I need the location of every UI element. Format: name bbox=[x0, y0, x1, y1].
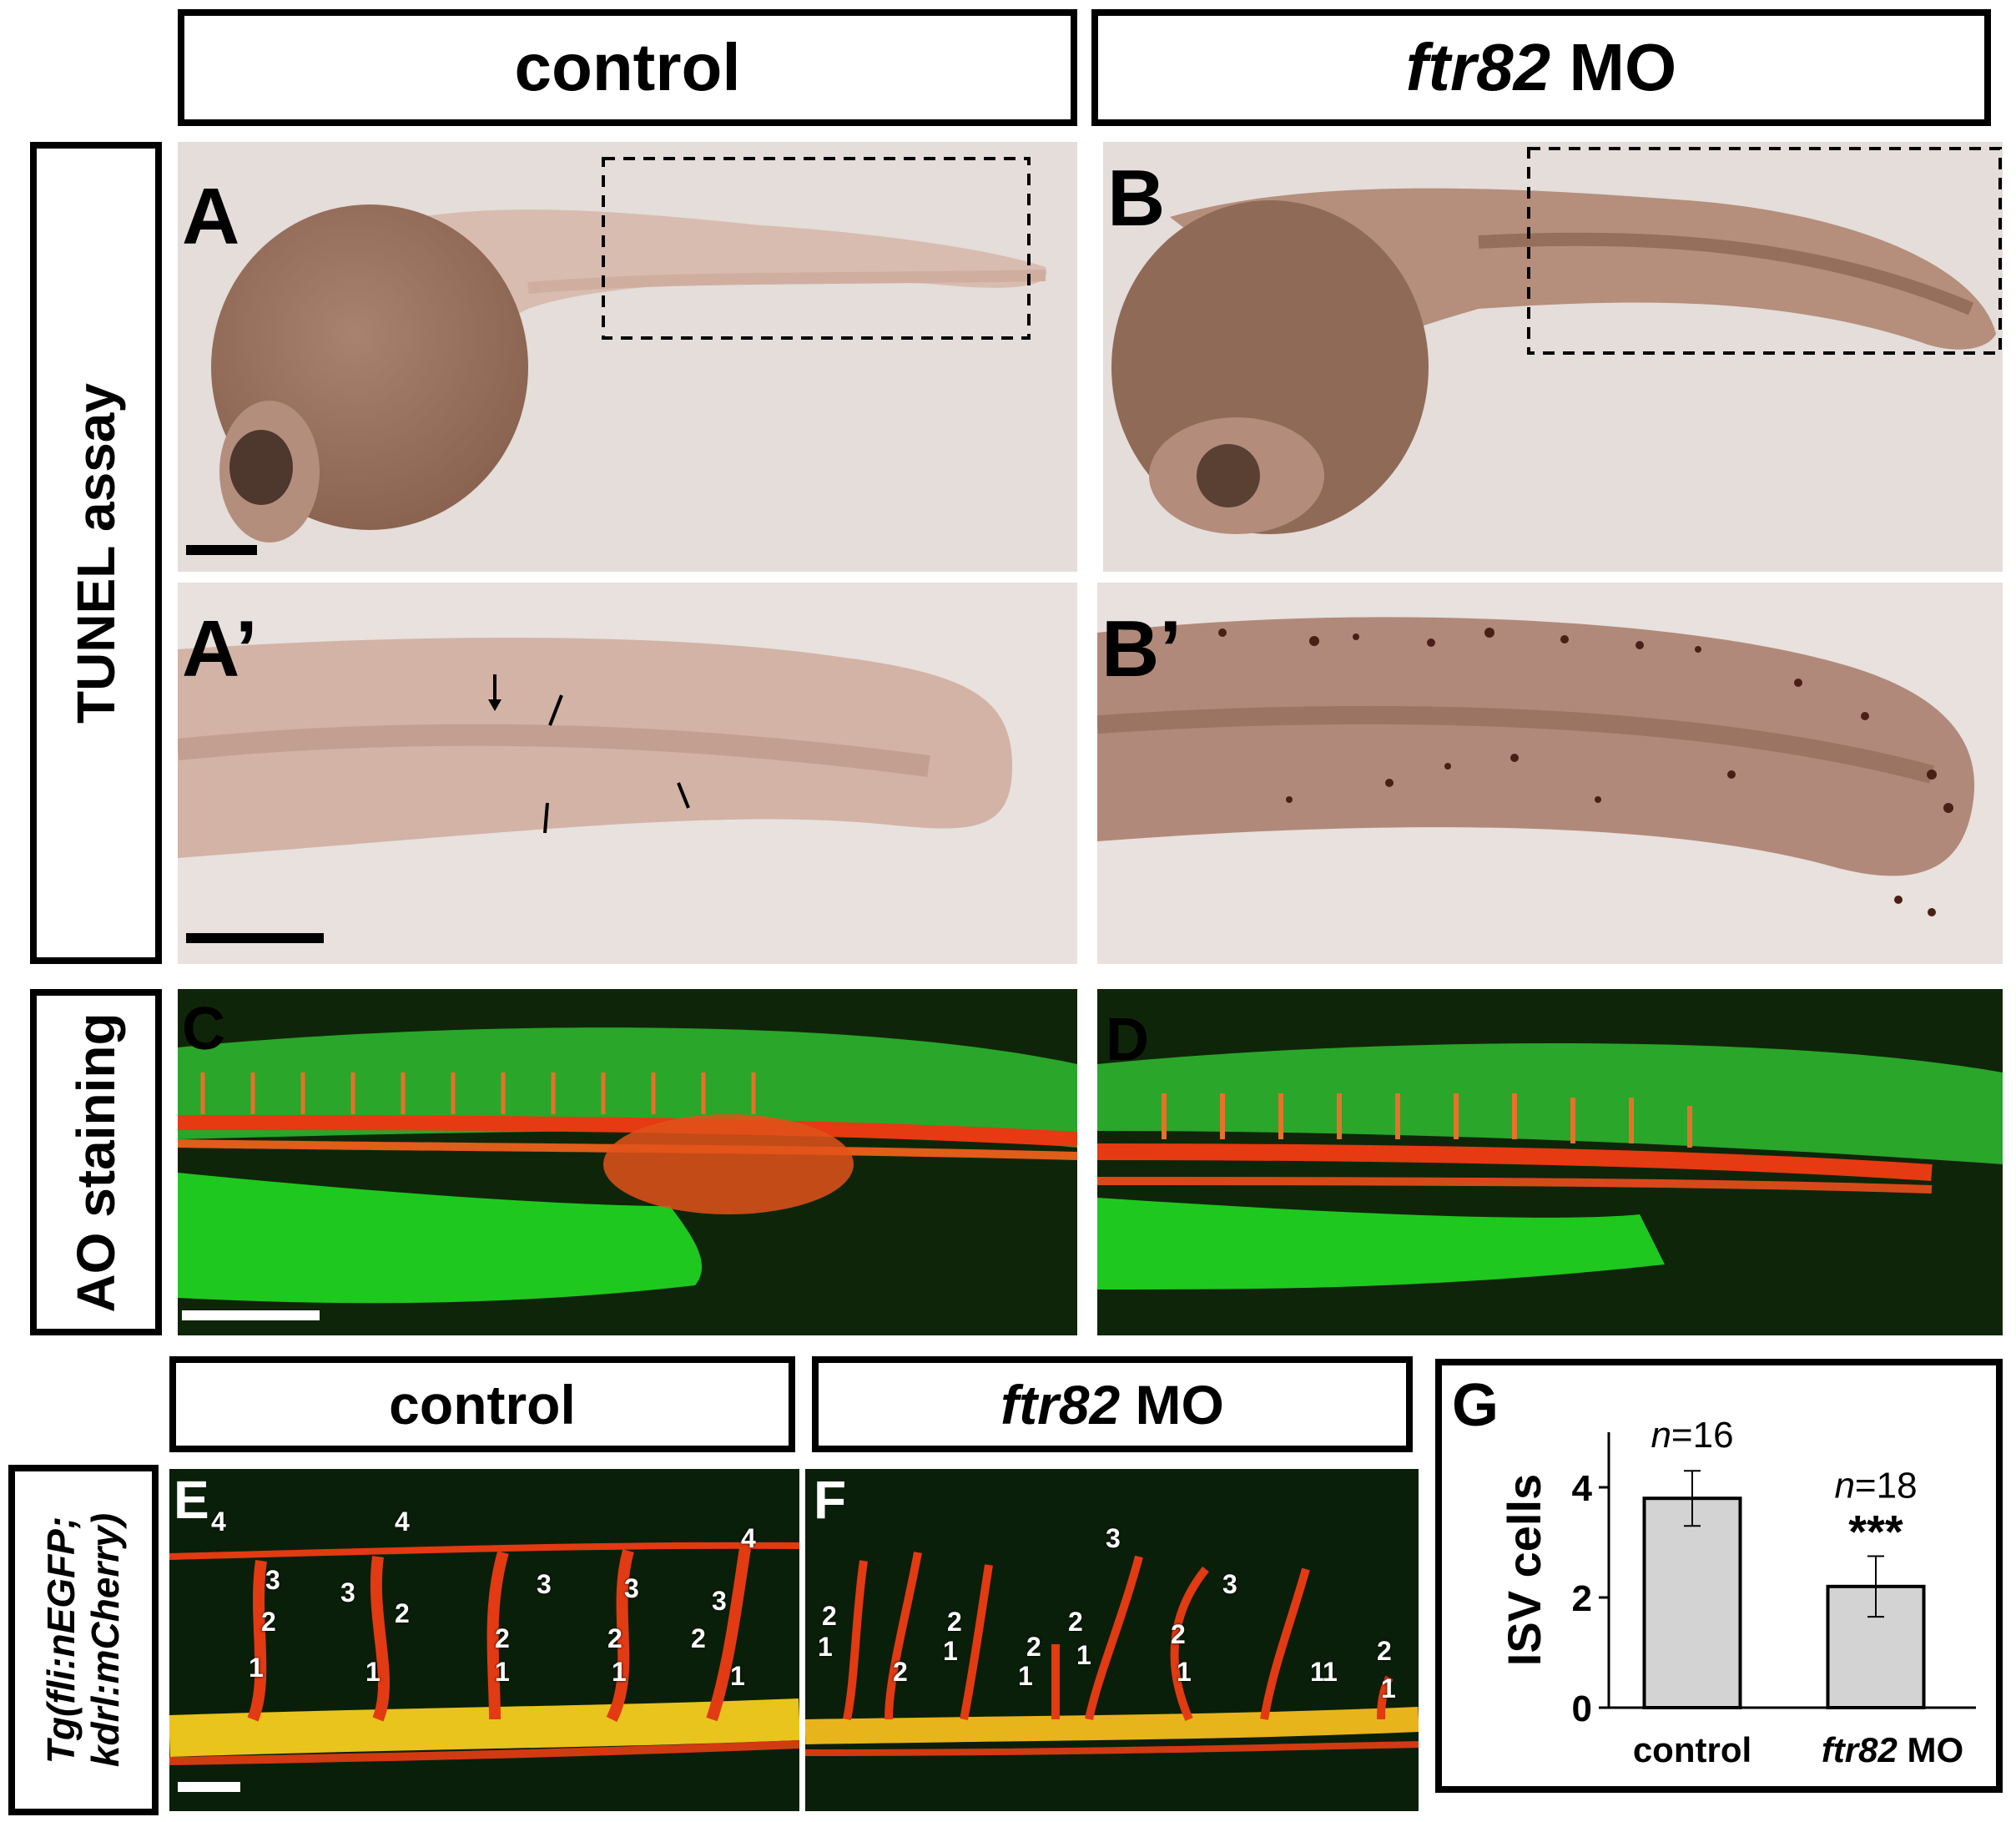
panel-f-svg bbox=[805, 1469, 1419, 1811]
isv-number: 1 bbox=[612, 1657, 627, 1687]
panel-g-chart: 0 2 4 ISV cells n=16 control n=18*** ftr82 MO bbox=[1498, 1415, 1976, 1769]
isv-number: 2 bbox=[893, 1657, 908, 1687]
bar bbox=[1826, 1584, 1926, 1709]
isv-number: 2 bbox=[1068, 1607, 1083, 1637]
isv-number: 2 bbox=[395, 1598, 410, 1628]
side-label-tg: Tg(fli:nEGFP; kdrl:mCherry) bbox=[8, 1465, 159, 1815]
side-label-tg-text: Tg(fli:nEGFP; kdrl:mCherry) bbox=[39, 1513, 128, 1767]
isv-number: 1 bbox=[1018, 1661, 1033, 1691]
header-mo-top-gene: ftr82 bbox=[1405, 30, 1551, 104]
isv-number: 3 bbox=[1106, 1523, 1121, 1553]
panel-c-image: C bbox=[178, 989, 1077, 1335]
panel-e-image: E 4 4 4 3 2 1 3 2 1 3 2 1 3 2 1 3 2 1 bbox=[169, 1469, 799, 1811]
header-mo-bottom-gene: ftr82 bbox=[1000, 1373, 1121, 1436]
isv-number: 2 bbox=[1377, 1636, 1392, 1666]
y-tick-label: 0 bbox=[1572, 1688, 1592, 1729]
isv-number: 3 bbox=[1222, 1569, 1237, 1599]
side-label-tunel: TUNEL assay bbox=[30, 142, 162, 964]
panel-e-label: E bbox=[174, 1470, 209, 1530]
panel-a-prime-label: A’ bbox=[182, 604, 258, 694]
panel-f-image: F 3 2 1 2 1 2 1 2 1 2 1 3 2 1 2 1 1 bbox=[805, 1469, 1419, 1811]
header-control-bottom: control bbox=[169, 1356, 795, 1452]
isv-number: 4 bbox=[741, 1523, 756, 1553]
isv-number: 1 bbox=[1177, 1657, 1192, 1687]
side-label-tg-line2: kdrl:mCherry) bbox=[83, 1512, 127, 1768]
isv-number: 2 bbox=[947, 1607, 962, 1637]
header-mo-top: ftr82 MO bbox=[1091, 9, 1991, 126]
isv-number: 1 bbox=[1310, 1657, 1325, 1687]
isv-number: 2 bbox=[261, 1607, 276, 1637]
panel-b-prime-label: B’ bbox=[1101, 604, 1182, 694]
y-tick-label: 4 bbox=[1572, 1468, 1593, 1509]
header-control-bottom-text: control bbox=[389, 1373, 576, 1436]
side-label-tunel-text: TUNEL assay bbox=[66, 382, 126, 724]
panel-f-label: F bbox=[814, 1470, 847, 1530]
isv-number: 1 bbox=[495, 1657, 510, 1687]
n-label: n=18 bbox=[1834, 1466, 1917, 1507]
header-mo-bottom: ftr82 MO bbox=[812, 1356, 1413, 1452]
bar bbox=[1642, 1496, 1742, 1709]
y-axis-label: ISV cells bbox=[1498, 1474, 1550, 1666]
isv-number: 3 bbox=[265, 1565, 280, 1595]
panel-a-prime-scale-bar bbox=[186, 933, 324, 943]
header-mo-bottom-suffix: MO bbox=[1120, 1373, 1224, 1436]
y-tick-label: 2 bbox=[1572, 1578, 1592, 1619]
panel-e-scale-bar bbox=[178, 1782, 240, 1792]
header-mo-top-suffix: MO bbox=[1550, 30, 1677, 104]
isv-number: 1 bbox=[249, 1653, 264, 1683]
isv-number: 1 bbox=[730, 1661, 745, 1691]
x-category-label: ftr82 MO bbox=[1822, 1730, 1963, 1769]
panel-b-image: B bbox=[1103, 142, 2003, 572]
panel-d-image: D bbox=[1097, 989, 2003, 1335]
panel-a-prime-image: A’ bbox=[178, 583, 1077, 964]
isv-number: 2 bbox=[1026, 1632, 1041, 1662]
panel-b-label: B bbox=[1107, 154, 1166, 243]
panel-d-label: D bbox=[1106, 1007, 1149, 1073]
side-label-ao-text: AO staining bbox=[66, 1012, 126, 1313]
panel-a-label: A bbox=[182, 172, 240, 261]
panel-g-frame: G 0 2 4 ISV cells n=16 control n=18 *** ftr82 MO bbox=[1435, 1359, 2003, 1793]
panel-a-scale-bar bbox=[186, 545, 257, 555]
isv-number: 3 bbox=[712, 1586, 727, 1616]
panel-c-label: C bbox=[182, 996, 225, 1062]
isv-number: 2 bbox=[1171, 1619, 1186, 1649]
isv-number: 4 bbox=[211, 1507, 226, 1537]
panel-b-svg bbox=[1103, 142, 2003, 572]
isv-number: 3 bbox=[340, 1577, 355, 1607]
isv-number: 2 bbox=[607, 1623, 622, 1653]
isv-number: 1 bbox=[818, 1632, 833, 1662]
header-control-top: control bbox=[178, 9, 1077, 126]
isv-number: 2 bbox=[495, 1623, 510, 1653]
panel-e-svg bbox=[169, 1469, 799, 1811]
panel-a-svg bbox=[178, 142, 1077, 572]
panel-d-svg bbox=[1097, 989, 2003, 1335]
panel-c-scale-bar bbox=[182, 1310, 320, 1320]
side-label-ao: AO staining bbox=[30, 989, 162, 1335]
header-control-top-text: control bbox=[514, 30, 741, 104]
panel-c-svg bbox=[178, 989, 1077, 1335]
panel-b-prime-svg bbox=[1097, 583, 2003, 964]
n-label: n=16 bbox=[1651, 1415, 1733, 1456]
isv-number: 3 bbox=[624, 1573, 639, 1603]
isv-number: 3 bbox=[537, 1569, 552, 1599]
isv-number: 4 bbox=[395, 1507, 410, 1537]
isv-number: 1 bbox=[943, 1636, 958, 1666]
isv-number: 1 bbox=[1323, 1657, 1338, 1687]
significance-label: *** bbox=[1848, 1506, 1903, 1558]
isv-number: 1 bbox=[1381, 1673, 1396, 1703]
isv-number: 1 bbox=[1076, 1640, 1091, 1670]
panel-a-image: A bbox=[178, 142, 1077, 572]
isv-number: 1 bbox=[365, 1657, 381, 1687]
panel-g-label: G bbox=[1452, 1372, 1499, 1439]
panel-b-prime-image: B’ bbox=[1097, 583, 2003, 964]
isv-number: 2 bbox=[822, 1601, 837, 1631]
side-label-tg-line1: Tg(fli:nEGFP; bbox=[39, 1516, 83, 1764]
panel-a-prime-svg bbox=[178, 583, 1077, 964]
isv-number: 2 bbox=[691, 1623, 706, 1653]
x-category-label: control bbox=[1633, 1730, 1751, 1769]
